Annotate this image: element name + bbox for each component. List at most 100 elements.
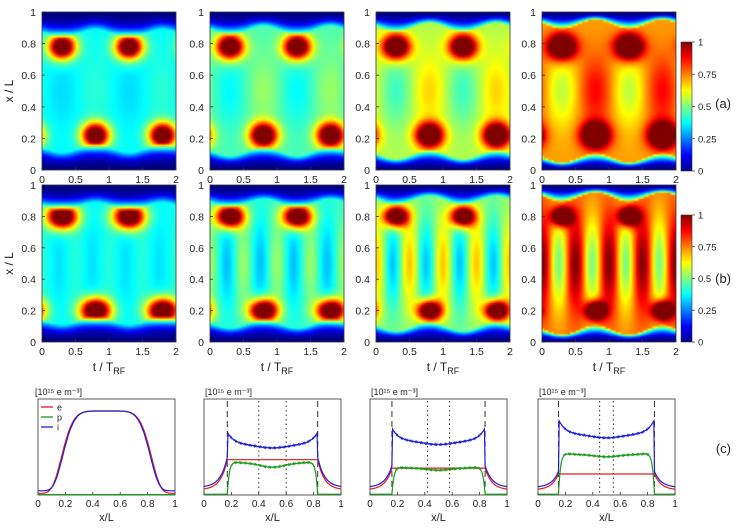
x-tick-label: 1: [106, 346, 112, 358]
x-tick-label: 0.2: [58, 499, 72, 510]
y-tick-label: 1: [198, 7, 204, 19]
x-axis-label: t / TRF: [261, 360, 294, 376]
series-line-i: [538, 418, 675, 488]
x-tick-label: 2: [673, 174, 679, 186]
y-tick-label: 0: [530, 337, 536, 349]
x-tick-label: 0.6: [613, 499, 627, 510]
x-tick-label: 0.5: [68, 174, 83, 186]
x-axis-label: t / TRF: [427, 360, 460, 376]
x-tick-label: 2: [173, 174, 179, 186]
heatmap-panel-a-2: [210, 12, 344, 170]
x-tick-label: 2: [341, 174, 347, 186]
x-tick-label: 0.5: [402, 174, 417, 186]
y-tick-label: 0: [198, 337, 204, 349]
x-tick-label: 0.8: [141, 499, 155, 510]
x-tick-label: 0: [539, 346, 545, 358]
y-tick-label: 0.8: [21, 39, 36, 51]
colorbar-tick-label: 0.75: [698, 70, 717, 81]
y-tick-label: 0.6: [521, 243, 536, 255]
x-tick-label: 1.5: [469, 346, 484, 358]
x-tick-label: 1: [504, 499, 510, 510]
y-axis-label: x / L: [2, 252, 16, 275]
series-line-i: [38, 410, 175, 492]
y-tick-label: 0.4: [189, 102, 204, 114]
y-tick-label: 0.2: [521, 306, 536, 318]
y-tick-label: 0.4: [355, 102, 370, 114]
x-tick-label: 1.5: [469, 174, 484, 186]
x-tick-label: 1: [106, 174, 112, 186]
colorbar-tick-label: 1: [698, 211, 703, 222]
x-tick-label: 2: [341, 346, 347, 358]
y-tick-label: 0.6: [355, 243, 370, 255]
x-tick-label: 0.5: [236, 346, 251, 358]
heatmap-panel-a-3: [376, 12, 510, 170]
x-tick-label: 0: [373, 174, 379, 186]
colorbar-tick-label: 0.75: [698, 242, 717, 253]
y-tick-label: 0.2: [189, 133, 204, 145]
y-tick-label: 0.2: [355, 306, 370, 318]
y-tick-label: 0.6: [521, 70, 536, 82]
unit-label: [10¹⁵ e m⁻³]: [205, 387, 252, 397]
x-axis-label: t / TRF: [593, 360, 626, 376]
x-tick-label: 0.2: [558, 499, 572, 510]
y-tick-label: 1: [530, 180, 536, 192]
colorbar-tick-label: 1: [698, 38, 703, 49]
y-tick-label: 0.4: [521, 102, 536, 114]
colorbar-tick-label: 0: [698, 338, 703, 349]
y-tick-label: 0: [364, 337, 370, 349]
y-tick-label: 0.8: [521, 211, 536, 223]
series-line-i: [203, 431, 342, 487]
y-tick-label: 1: [30, 7, 36, 19]
heatmap-panel-b-3: [376, 185, 510, 342]
x-tick-label: 0: [535, 499, 541, 510]
y-tick-label: 0.8: [355, 39, 370, 51]
y-tick-label: 0.2: [355, 133, 370, 145]
x-tick-label: 1: [672, 499, 678, 510]
y-tick-label: 0.8: [521, 39, 536, 51]
x-tick-label: 0.5: [236, 174, 251, 186]
y-tick-label: 0.6: [189, 70, 204, 82]
x-tick-label: 0.5: [402, 346, 417, 358]
y-tick-label: 1: [30, 180, 36, 192]
row-label-c: (c): [716, 441, 731, 456]
y-tick-label: 0: [30, 165, 36, 177]
x-axis-label: t / TRF: [93, 360, 126, 376]
y-tick-label: 0.6: [189, 243, 204, 255]
y-tick-label: 0: [30, 337, 36, 349]
x-tick-label: 0.6: [279, 499, 293, 510]
x-tick-label: 0: [201, 499, 207, 510]
x-tick-label: 0: [373, 346, 379, 358]
y-tick-label: 0.2: [21, 306, 36, 318]
x-tick-label: 1: [338, 499, 344, 510]
x-tick-label: 1.5: [635, 174, 650, 186]
series-line-e: [369, 467, 508, 490]
x-tick-label: 0.5: [68, 346, 83, 358]
x-tick-label: 1: [606, 174, 612, 186]
x-tick-label: 0.4: [252, 499, 266, 510]
series-line-p: [538, 452, 675, 495]
x-tick-label: 0.5: [568, 346, 583, 358]
y-tick-label: 0: [364, 165, 370, 177]
x-tick-label: 1.5: [135, 174, 150, 186]
x-tick-label: 0: [39, 346, 45, 358]
x-tick-label: 1: [274, 174, 280, 186]
y-tick-label: 1: [364, 180, 370, 192]
y-tick-label: 0: [198, 165, 204, 177]
y-tick-label: 0.6: [21, 243, 36, 255]
x-tick-label: 2: [507, 174, 513, 186]
heatmap-panel-b-4: [542, 185, 676, 342]
colorbar: [680, 214, 693, 343]
x-axis-label: x/L: [599, 512, 614, 524]
legend-label-e: e: [57, 403, 62, 413]
y-tick-label: 0.4: [355, 274, 370, 286]
y-axis-label: x / L: [2, 79, 16, 102]
x-tick-label: 0.4: [418, 499, 432, 510]
x-tick-label: 1.5: [303, 174, 318, 186]
x-axis-label: x/L: [431, 512, 446, 524]
x-tick-label: 1: [440, 346, 446, 358]
x-axis-label: x/L: [265, 512, 280, 524]
x-tick-label: 0.6: [113, 499, 127, 510]
x-tick-label: 0.2: [224, 499, 238, 510]
y-tick-label: 1: [364, 7, 370, 19]
